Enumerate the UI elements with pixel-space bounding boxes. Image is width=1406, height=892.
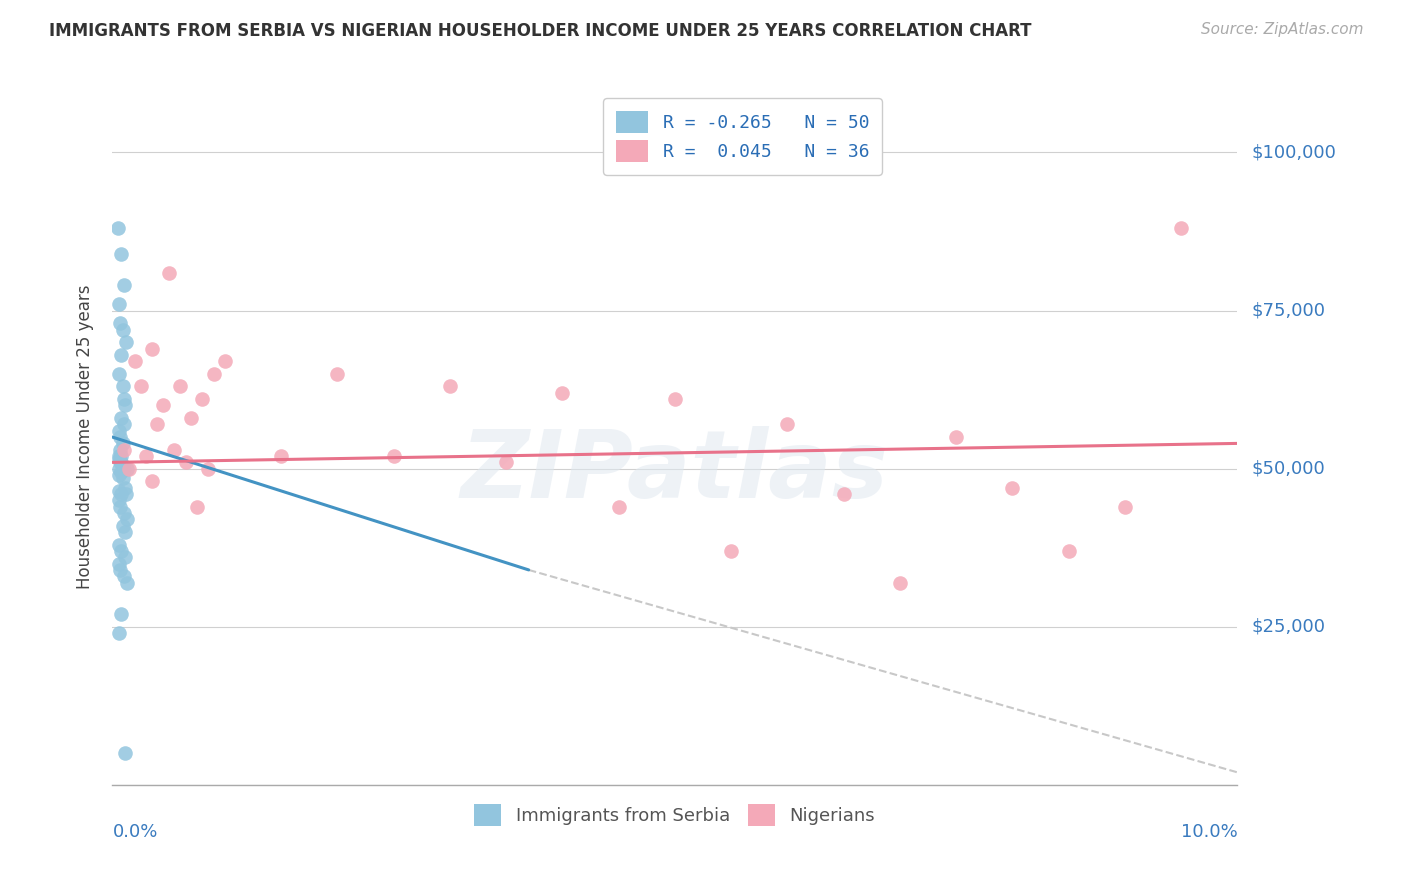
Point — [108, 452, 131, 467]
Point — [114, 524, 136, 539]
Point — [118, 461, 141, 475]
Point — [108, 538, 131, 552]
Y-axis label: Householder Income Under 25 years: Householder Income Under 25 years — [76, 285, 94, 590]
Point — [1170, 221, 1192, 235]
Point — [115, 512, 138, 526]
Point — [214, 354, 236, 368]
Point — [110, 316, 132, 330]
Point — [180, 411, 202, 425]
Point — [111, 379, 134, 393]
Point — [110, 455, 132, 469]
Point — [110, 411, 132, 425]
Point — [110, 563, 132, 577]
Text: IMMIGRANTS FROM SERBIA VS NIGERIAN HOUSEHOLDER INCOME UNDER 25 YEARS CORRELATION: IMMIGRANTS FROM SERBIA VS NIGERIAN HOUSE… — [49, 22, 1032, 40]
Point — [495, 455, 517, 469]
Point — [108, 626, 131, 640]
Point — [551, 385, 574, 400]
Point — [110, 246, 132, 260]
Text: 0.0%: 0.0% — [112, 823, 157, 841]
Point — [108, 449, 131, 463]
Point — [1114, 500, 1136, 514]
Point — [110, 348, 132, 362]
Point — [111, 458, 134, 473]
Point — [108, 483, 131, 498]
Point — [141, 342, 163, 356]
Point — [112, 392, 135, 406]
Point — [110, 455, 132, 469]
Point — [202, 367, 225, 381]
Point — [111, 471, 134, 485]
Point — [163, 442, 186, 457]
Point — [115, 335, 138, 350]
Text: $25,000: $25,000 — [1251, 618, 1326, 636]
Point — [112, 278, 135, 293]
Point — [114, 399, 136, 413]
Point — [664, 392, 686, 406]
Text: $75,000: $75,000 — [1251, 301, 1326, 319]
Point — [114, 747, 136, 761]
Point — [108, 424, 131, 438]
Point — [110, 449, 132, 463]
Point — [146, 417, 169, 432]
Point — [110, 500, 132, 514]
Point — [382, 449, 405, 463]
Point — [115, 487, 138, 501]
Point — [110, 430, 132, 444]
Point — [108, 461, 131, 475]
Point — [157, 266, 180, 280]
Point — [111, 322, 134, 336]
Point — [112, 506, 135, 520]
Text: ZIPatlas: ZIPatlas — [461, 425, 889, 518]
Point — [326, 367, 349, 381]
Point — [1001, 481, 1024, 495]
Point — [108, 493, 131, 508]
Point — [108, 367, 131, 381]
Point — [607, 500, 630, 514]
Point — [776, 417, 799, 432]
Legend: Immigrants from Serbia, Nigerians: Immigrants from Serbia, Nigerians — [465, 795, 884, 835]
Point — [186, 500, 208, 514]
Point — [112, 461, 135, 475]
Point — [111, 436, 134, 450]
Point — [112, 442, 135, 457]
Text: $50,000: $50,000 — [1251, 459, 1324, 478]
Point — [832, 487, 855, 501]
Point — [110, 544, 132, 558]
Text: Source: ZipAtlas.com: Source: ZipAtlas.com — [1201, 22, 1364, 37]
Point — [191, 392, 214, 406]
Point — [110, 607, 132, 622]
Point — [110, 465, 132, 479]
Point — [197, 461, 219, 475]
Point — [108, 557, 131, 571]
Point — [945, 430, 967, 444]
Text: 10.0%: 10.0% — [1181, 823, 1237, 841]
Point — [114, 550, 136, 565]
Point — [110, 487, 132, 501]
Point — [108, 468, 131, 483]
Point — [129, 379, 152, 393]
Point — [124, 354, 146, 368]
Point — [152, 399, 174, 413]
Point — [135, 449, 157, 463]
Point — [141, 475, 163, 489]
Point — [112, 417, 135, 432]
Point — [111, 518, 134, 533]
Point — [107, 221, 129, 235]
Point — [112, 569, 135, 583]
Point — [114, 481, 136, 495]
Point — [439, 379, 461, 393]
Point — [270, 449, 292, 463]
Point — [889, 575, 911, 590]
Point — [174, 455, 197, 469]
Point — [110, 442, 132, 457]
Point — [115, 461, 138, 475]
Point — [108, 297, 131, 311]
Point — [115, 575, 138, 590]
Point — [720, 544, 742, 558]
Text: $100,000: $100,000 — [1251, 144, 1336, 161]
Point — [1057, 544, 1080, 558]
Point — [169, 379, 191, 393]
